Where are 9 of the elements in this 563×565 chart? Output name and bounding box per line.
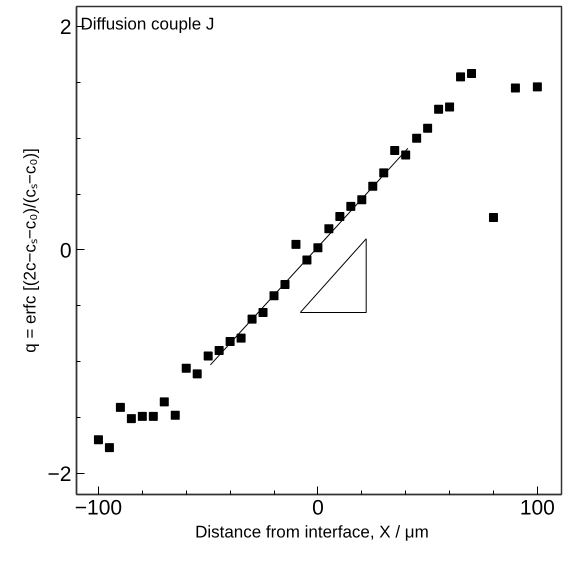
y-tick-label: −2 <box>48 462 72 486</box>
y-axis-title: q = erfc [(2c−cₛ−c₀)/(cₛ−c₀)] <box>20 148 40 353</box>
x-tick-label: 100 <box>520 496 555 520</box>
y-tick-label: 2 <box>60 16 72 40</box>
x-tick-label: −100 <box>74 496 122 520</box>
text: Diffusion couple J <box>80 14 214 34</box>
x-axis-title: Distance from interface, X / μm <box>195 522 429 542</box>
x-tick-label: 0 <box>312 496 324 520</box>
y-tick-label: 0 <box>60 239 72 262</box>
